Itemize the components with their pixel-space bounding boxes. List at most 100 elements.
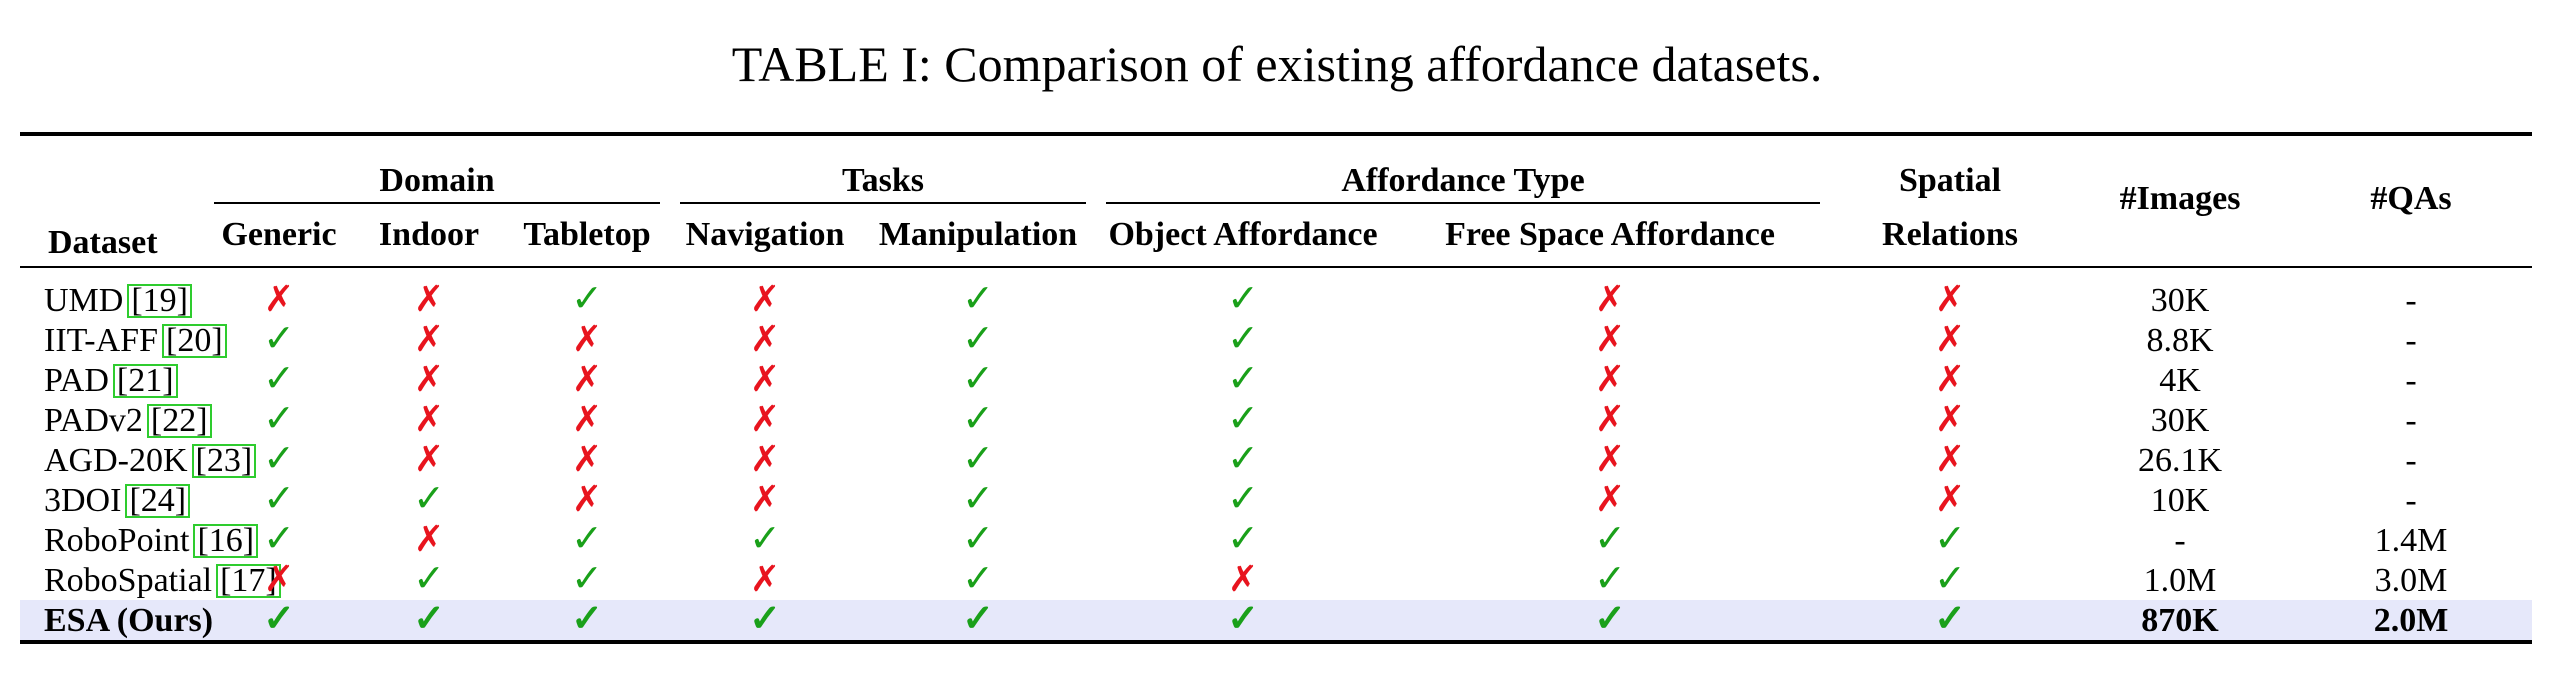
cross-icon: ✗ bbox=[263, 279, 295, 319]
checkmark-icon: ✓ bbox=[263, 398, 295, 440]
dataset-name-cell: RoboPoint [16] bbox=[20, 520, 259, 560]
header-manipulation: Manipulation bbox=[878, 216, 1078, 253]
checkmark-icon: ✓ bbox=[1227, 318, 1259, 360]
dataset-name: RoboSpatial bbox=[44, 561, 213, 599]
qas-count: - bbox=[2405, 481, 2417, 519]
checkmark-icon: ✓ bbox=[413, 598, 445, 640]
dataset-name-cell: ESA (Ours) bbox=[20, 600, 213, 642]
header-row-sub: Generic Indoor Tabletop Navigation Manip… bbox=[20, 204, 2533, 267]
checkmark-icon: ✓ bbox=[413, 558, 445, 600]
header-free-space-affordance: Free Space Affordance bbox=[1445, 216, 1775, 253]
dataset-name: 3DOI bbox=[44, 481, 122, 519]
citation-link[interactable]: [21] bbox=[112, 363, 178, 398]
table-caption: TABLE I: Comparison of existing affordan… bbox=[731, 36, 1823, 92]
feature-cell: ✗ bbox=[1830, 440, 2070, 480]
feature-cell: ✓ bbox=[1096, 480, 1390, 520]
header-affordance-type: Affordance Type bbox=[1096, 134, 1830, 204]
feature-cell: ✓ bbox=[1096, 267, 1390, 320]
dataset-name: PAD bbox=[44, 361, 109, 399]
feature-cell: ✗ bbox=[354, 360, 504, 400]
cross-icon: ✗ bbox=[1594, 399, 1626, 439]
table-row: PADv2 [22] ✓ ✗ ✗ ✗ ✓ ✓ ✗ ✗ 30K - bbox=[20, 400, 2532, 440]
checkmark-icon: ✓ bbox=[749, 518, 781, 560]
checkmark-icon: ✓ bbox=[571, 518, 603, 560]
cross-icon: ✗ bbox=[571, 359, 603, 399]
checkmark-icon: ✓ bbox=[1594, 518, 1626, 560]
citation-link[interactable]: [16] bbox=[193, 523, 259, 558]
feature-cell: ✓ bbox=[860, 320, 1096, 360]
feature-cell: ✓ bbox=[354, 480, 504, 520]
feature-cell: ✓ bbox=[204, 440, 354, 480]
checkmark-icon: ✓ bbox=[1934, 598, 1966, 640]
citation-link[interactable]: [19] bbox=[127, 283, 192, 318]
feature-cell: ✗ bbox=[354, 520, 504, 560]
checkmark-icon: ✓ bbox=[962, 478, 994, 520]
qas-count: - bbox=[2405, 321, 2417, 359]
table-row: PAD [21] ✓ ✗ ✗ ✗ ✓ ✓ ✗ ✗ 4K - bbox=[20, 360, 2532, 400]
dataset-name-cell: PAD [21] bbox=[20, 360, 204, 400]
header-images: #Images bbox=[2119, 180, 2241, 217]
feature-cell: ✓ bbox=[504, 560, 670, 600]
dataset-name-cell: PADv2 [22] bbox=[20, 400, 212, 440]
checkmark-icon: ✓ bbox=[571, 598, 603, 640]
feature-cell: ✓ bbox=[670, 520, 860, 560]
feature-cell: ✓ bbox=[504, 267, 670, 320]
cross-icon: ✗ bbox=[263, 559, 295, 599]
header-domain: Domain bbox=[204, 134, 670, 204]
qas-count: 1.4M bbox=[2374, 521, 2448, 559]
images-count: - bbox=[2174, 521, 2186, 559]
checkmark-icon: ✓ bbox=[962, 398, 994, 440]
feature-cell: ✗ bbox=[1830, 360, 2070, 400]
feature-cell: ✗ bbox=[1830, 480, 2070, 520]
header-indoor: Indoor bbox=[378, 216, 480, 253]
header-qas: #QAs bbox=[2370, 180, 2452, 217]
citation-link[interactable]: [24] bbox=[125, 483, 191, 518]
citation-link[interactable]: [22] bbox=[146, 403, 212, 438]
feature-cell: ✗ bbox=[670, 320, 860, 360]
feature-cell: ✗ bbox=[504, 360, 670, 400]
checkmark-icon: ✓ bbox=[1934, 518, 1966, 560]
dataset-name: PADv2 bbox=[44, 401, 143, 439]
checkmark-icon: ✓ bbox=[1227, 518, 1259, 560]
qas-count: 3.0M bbox=[2374, 561, 2448, 599]
cross-icon: ✗ bbox=[749, 559, 781, 599]
images-count: 30K bbox=[2150, 281, 2210, 319]
table-row: 3DOI [24] ✓ ✓ ✗ ✗ ✓ ✓ ✗ ✗ 10K - bbox=[20, 480, 2532, 520]
feature-cell: ✓ bbox=[1830, 598, 2071, 642]
checkmark-icon: ✓ bbox=[263, 358, 295, 400]
qas-count: 2.0M bbox=[2290, 600, 2533, 642]
feature-cell: ✗ bbox=[504, 400, 670, 440]
citation-link[interactable]: [23] bbox=[191, 443, 257, 478]
feature-cell: ✗ bbox=[1390, 320, 1830, 360]
checkmark-icon: ✓ bbox=[962, 438, 994, 480]
cross-icon: ✗ bbox=[413, 399, 445, 439]
images-count: 10K bbox=[2150, 481, 2210, 519]
cross-icon: ✗ bbox=[413, 319, 445, 359]
citation-link[interactable]: [20] bbox=[162, 323, 227, 358]
feature-cell: ✗ bbox=[1830, 320, 2070, 360]
feature-cell: ✓ bbox=[860, 560, 1096, 600]
feature-cell: ✗ bbox=[354, 400, 504, 440]
feature-cell: ✓ bbox=[204, 320, 354, 360]
feature-cell: ✓ bbox=[354, 600, 504, 642]
feature-cell: ✓ bbox=[1830, 560, 2070, 600]
cross-icon: ✗ bbox=[1934, 359, 1966, 399]
feature-cell: ✗ bbox=[1830, 400, 2070, 440]
checkmark-icon: ✓ bbox=[962, 518, 994, 560]
header-object-affordance: Object Affordance bbox=[1108, 216, 1378, 253]
feature-cell: ✓ bbox=[204, 480, 354, 520]
feature-cell: ✓ bbox=[204, 360, 354, 400]
checkmark-icon: ✓ bbox=[1227, 598, 1259, 640]
checkmark-icon: ✓ bbox=[263, 598, 295, 640]
feature-cell: ✗ bbox=[1390, 400, 1830, 440]
feature-cell: ✓ bbox=[1096, 360, 1390, 400]
cross-icon: ✗ bbox=[1934, 479, 1966, 519]
feature-cell: ✗ bbox=[670, 480, 860, 520]
feature-cell: ✓ bbox=[204, 520, 354, 560]
qas-count: - bbox=[2405, 441, 2417, 479]
feature-cell: ✗ bbox=[670, 360, 860, 400]
dataset-name: IIT-AFF bbox=[44, 321, 158, 359]
checkmark-icon: ✓ bbox=[571, 558, 603, 600]
citation-link[interactable]: [17] bbox=[216, 563, 281, 598]
feature-cell: ✓ bbox=[1096, 320, 1390, 360]
